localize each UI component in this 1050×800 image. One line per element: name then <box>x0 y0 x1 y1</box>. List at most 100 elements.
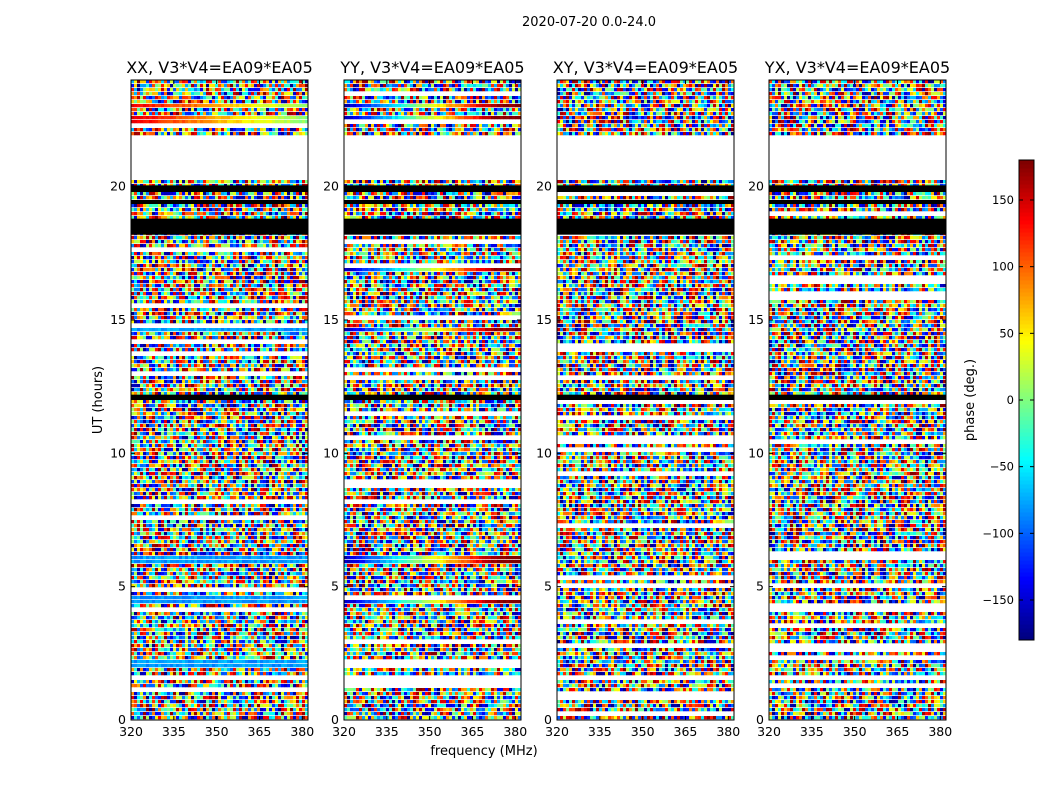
heatmap-cell <box>239 328 243 332</box>
heatmap-cell <box>140 100 144 104</box>
heatmap-cell <box>191 96 195 100</box>
heatmap-cell <box>248 116 252 120</box>
heatmap-cell <box>266 236 270 240</box>
heatmap-cell <box>188 252 192 256</box>
heatmap-cell <box>176 432 180 436</box>
heatmap-cell <box>152 472 156 476</box>
heatmap-cell <box>251 288 255 292</box>
heatmap-cell <box>155 420 159 424</box>
heatmap-cell <box>227 116 231 120</box>
heatmap-cell <box>302 472 306 476</box>
heatmap-cell <box>191 100 195 104</box>
heatmap-cell <box>203 336 207 340</box>
heatmap-cell <box>242 376 246 380</box>
heatmap-cell <box>194 464 198 468</box>
heatmap-cell <box>203 368 207 372</box>
heatmap-cell <box>158 108 162 112</box>
heatmap-cell <box>305 252 309 256</box>
heatmap-cell <box>161 280 165 284</box>
heatmap-cell <box>230 400 234 404</box>
heatmap-cell <box>188 96 192 100</box>
heatmap-cell <box>188 432 192 436</box>
heatmap-cell <box>266 112 270 116</box>
heatmap-cell <box>221 284 225 288</box>
heatmap-cell <box>209 212 213 216</box>
heatmap-cell <box>131 336 135 340</box>
heatmap-cell <box>161 440 165 444</box>
heatmap-cell <box>275 308 279 312</box>
heatmap-cell <box>242 320 246 324</box>
heatmap-cell <box>224 264 228 268</box>
heatmap-cell <box>245 412 249 416</box>
heatmap-cell <box>170 208 174 212</box>
heatmap-cell <box>218 356 222 360</box>
heatmap-cell <box>191 444 195 448</box>
heatmap-cell <box>218 380 222 384</box>
heatmap-cell <box>215 264 219 268</box>
heatmap-cell <box>179 384 183 388</box>
heatmap-cell <box>173 496 177 500</box>
heatmap-cell <box>287 356 291 360</box>
heatmap-cell <box>191 84 195 88</box>
heatmap-cell <box>155 496 159 500</box>
heatmap-cell <box>293 180 297 184</box>
heatmap-cell <box>257 192 261 196</box>
heatmap-cell <box>173 292 177 296</box>
heatmap-cell <box>233 416 237 420</box>
heatmap-cell <box>161 332 165 336</box>
heatmap-cell <box>161 400 165 404</box>
heatmap-cell <box>254 276 258 280</box>
heatmap-cell <box>239 300 243 304</box>
heatmap-cell <box>200 432 204 436</box>
heatmap-cell <box>278 384 282 388</box>
heatmap-cell <box>284 272 288 276</box>
heatmap-cell <box>296 252 300 256</box>
heatmap-cell <box>278 216 282 220</box>
heatmap-cell <box>278 456 282 460</box>
heatmap-cell <box>185 484 189 488</box>
heatmap-cell <box>134 256 138 260</box>
heatmap-cell <box>287 444 291 448</box>
heatmap-cell <box>140 388 144 392</box>
heatmap-cell <box>278 192 282 196</box>
heatmap-cell <box>185 376 189 380</box>
heatmap-cell <box>263 328 267 332</box>
heatmap-cell <box>245 428 249 432</box>
heatmap-cell <box>299 316 303 320</box>
heatmap-cell <box>296 488 300 492</box>
heatmap-cell <box>134 96 138 100</box>
heatmap-cell <box>140 132 144 136</box>
heatmap-cell <box>260 84 264 88</box>
heatmap-cell <box>299 116 303 120</box>
heatmap-cell <box>236 100 240 104</box>
heatmap-cell <box>296 328 300 332</box>
heatmap-cell <box>263 408 267 412</box>
heatmap-cell <box>233 448 237 452</box>
heatmap-cell <box>299 292 303 296</box>
heatmap-cell <box>167 348 171 352</box>
heatmap-cell <box>173 380 177 384</box>
heatmap-cell <box>287 416 291 420</box>
heatmap-cell <box>191 320 195 324</box>
heatmap-cell <box>284 472 288 476</box>
heatmap-cell <box>218 392 222 396</box>
heatmap-cell <box>161 216 165 220</box>
heatmap-cell <box>173 104 177 108</box>
heatmap-cell <box>239 260 243 264</box>
heatmap-cell <box>194 388 198 392</box>
heatmap-cell <box>203 192 207 196</box>
heatmap-cell <box>284 212 288 216</box>
heatmap-cell <box>302 276 306 280</box>
heatmap-cell <box>239 132 243 136</box>
heatmap-cell <box>155 96 159 100</box>
heatmap-cell <box>299 392 303 396</box>
heatmap-cell <box>272 348 276 352</box>
heatmap-cell <box>176 100 180 104</box>
heatmap-cell <box>260 280 264 284</box>
heatmap-cell <box>260 312 264 316</box>
heatmap-cell <box>233 380 237 384</box>
heatmap-cell <box>191 368 195 372</box>
heatmap-cell <box>134 328 138 332</box>
heatmap-cell <box>284 268 288 272</box>
heatmap-cell <box>203 456 207 460</box>
